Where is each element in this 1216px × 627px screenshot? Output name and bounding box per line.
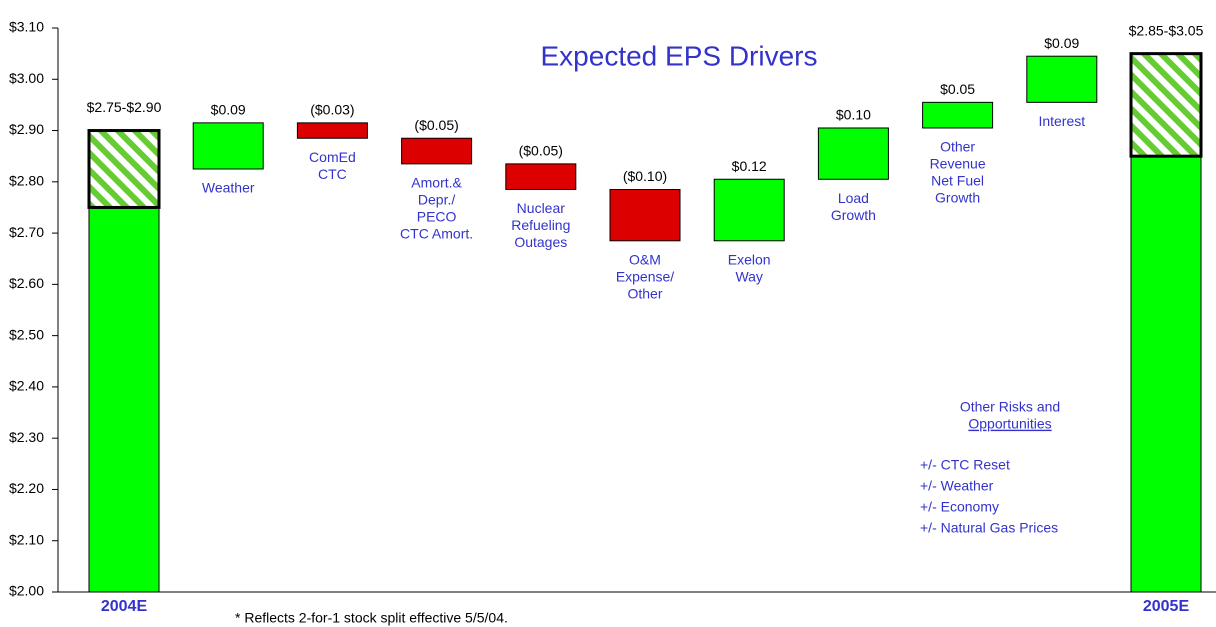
y-tick-label: $3.00 — [9, 70, 44, 86]
bar — [817, 127, 889, 180]
y-tick-label: $2.80 — [9, 173, 44, 189]
y-tick-label: $2.60 — [9, 275, 44, 291]
category-label: Way — [735, 268, 762, 284]
y-tick-label: $2.00 — [9, 583, 44, 599]
bar — [296, 122, 368, 139]
y-tick-label: $3.10 — [9, 19, 44, 35]
category-label: Other — [627, 285, 662, 301]
category-label: Other — [940, 139, 975, 155]
category-label: Nuclear — [517, 200, 566, 216]
risk-item: +/- Weather — [920, 478, 994, 494]
category-label: Growth — [935, 190, 980, 206]
value-label: $0.05 — [940, 81, 975, 97]
bar — [922, 101, 994, 129]
risk-item: +/- CTC Reset — [920, 457, 1010, 473]
bar — [713, 178, 785, 242]
y-tick-label: $2.40 — [9, 378, 44, 394]
y-tick-label: $2.70 — [9, 224, 44, 240]
category-label: O&M — [629, 251, 661, 267]
category-label: Revenue — [930, 156, 986, 172]
bar — [401, 137, 473, 165]
value-label: ($0.05) — [519, 143, 563, 159]
y-tick-label: $2.50 — [9, 326, 44, 342]
value-label: $0.12 — [732, 158, 767, 174]
value-label: $0.10 — [836, 107, 871, 123]
range-bar — [87, 129, 161, 209]
risk-item: +/- Natural Gas Prices — [920, 520, 1058, 536]
category-label: Interest — [1038, 113, 1085, 129]
bar — [609, 189, 681, 242]
range-label: $2.75-$2.90 — [87, 99, 162, 115]
range-label: $2.85-$3.05 — [1129, 22, 1204, 38]
category-label: ComEd — [309, 149, 356, 165]
value-label: ($0.10) — [623, 168, 667, 184]
total-bar — [88, 206, 160, 593]
risk-heading: Opportunities — [968, 416, 1051, 432]
y-tick-label: $2.10 — [9, 531, 44, 547]
risk-item: +/- Economy — [920, 499, 999, 515]
total-bar — [1130, 155, 1202, 593]
category-label: Depr./ — [418, 192, 455, 208]
category-label: Refueling — [511, 217, 570, 233]
y-tick-label: $2.20 — [9, 480, 44, 496]
category-label: PECO — [417, 209, 457, 225]
y-tick-label: $2.90 — [9, 121, 44, 137]
category-label: Load — [838, 190, 869, 206]
category-label: Expense/ — [616, 268, 674, 284]
bar — [1026, 55, 1098, 103]
value-label: ($0.03) — [310, 102, 354, 118]
x-tick-label: 2005E — [1143, 598, 1190, 615]
category-label: CTC — [318, 166, 347, 182]
footnote: * Reflects 2-for-1 stock split effective… — [235, 610, 508, 626]
range-bar — [1129, 52, 1203, 158]
category-label: Growth — [831, 207, 876, 223]
chart-title: Expected EPS Drivers — [541, 40, 818, 71]
value-label: $0.09 — [1044, 35, 1079, 51]
category-label: Weather — [202, 180, 255, 196]
y-tick-label: $2.30 — [9, 429, 44, 445]
risk-heading: Other Risks and — [960, 399, 1060, 415]
bar — [505, 163, 577, 191]
category-label: Exelon — [728, 251, 771, 267]
value-label: ($0.05) — [414, 117, 458, 133]
category-label: Outages — [514, 234, 567, 250]
category-label: Net Fuel — [931, 173, 984, 189]
category-label: Amort.& — [411, 175, 462, 191]
x-tick-label: 2004E — [101, 598, 148, 615]
bar — [192, 122, 264, 170]
value-label: $0.09 — [211, 102, 246, 118]
category-label: CTC Amort. — [400, 226, 473, 242]
